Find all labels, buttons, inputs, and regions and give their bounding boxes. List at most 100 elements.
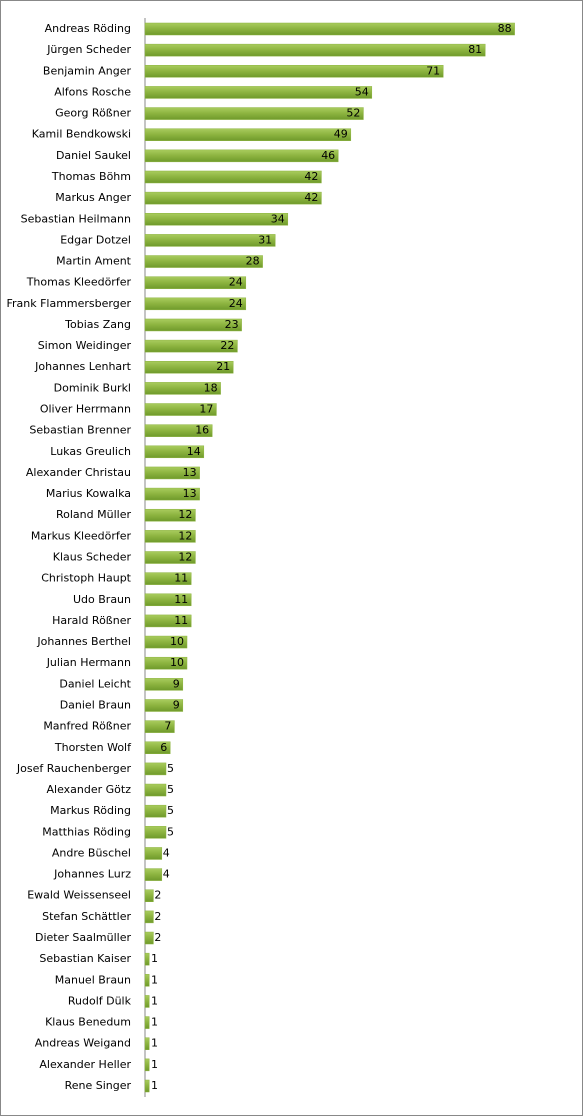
bar	[144, 847, 163, 860]
value-label: 22	[220, 339, 234, 352]
value-label: 1	[151, 1016, 158, 1029]
value-label: 42	[304, 170, 318, 183]
y-tick-label: Markus Anger	[55, 191, 131, 204]
bar	[144, 1037, 150, 1050]
bar	[144, 43, 486, 57]
value-label: 81	[468, 43, 482, 56]
y-tick-label: Thomas Böhm	[51, 170, 131, 183]
y-tick-label: Oliver Herrmann	[40, 403, 131, 416]
bar	[144, 635, 188, 649]
value-label: 46	[321, 149, 335, 162]
value-label: 9	[173, 698, 180, 711]
y-tick-label: Klaus Scheder	[53, 551, 132, 564]
y-tick-label: Benjamin Anger	[43, 64, 132, 77]
bar	[144, 424, 213, 437]
bar	[144, 360, 234, 374]
bar	[144, 487, 200, 501]
bar	[144, 551, 196, 564]
value-label: 23	[225, 318, 239, 331]
value-label: 10	[170, 635, 184, 648]
bar	[144, 699, 184, 712]
value-label: 49	[334, 128, 348, 141]
value-label: 4	[163, 868, 170, 881]
value-label: 52	[346, 107, 360, 120]
value-label: 2	[154, 889, 161, 902]
y-tick-label: Alfons Rosche	[54, 85, 131, 98]
y-tick-label: Simon Weidinger	[38, 339, 132, 352]
value-label: 11	[174, 614, 188, 627]
value-label: 24	[229, 297, 243, 310]
bar	[144, 678, 184, 691]
bar	[144, 508, 196, 522]
y-tick-label: Jürgen Scheder	[46, 43, 131, 56]
value-label: 5	[167, 804, 174, 817]
bar	[144, 720, 175, 733]
bar	[144, 656, 188, 670]
y-tick-label: Johannes Berthel	[36, 635, 131, 648]
y-tick-label: Roland Müller	[56, 508, 131, 521]
value-label: 13	[183, 466, 197, 479]
value-label: 2	[154, 910, 161, 923]
bar	[144, 149, 339, 163]
value-label: 11	[174, 593, 188, 606]
bar	[144, 572, 192, 585]
bar	[144, 191, 322, 205]
value-label: 17	[199, 403, 213, 416]
value-label: 1	[151, 1079, 158, 1092]
y-tick-label: Andre Büschel	[52, 846, 131, 859]
y-tick-label: Harald Rößner	[52, 614, 131, 627]
value-label: 16	[195, 424, 209, 437]
bar	[144, 339, 238, 353]
bar	[144, 107, 364, 120]
y-tick-label: Dieter Saalmüller	[35, 931, 131, 944]
bar	[144, 593, 192, 607]
y-tick-label: Thomas Kleedörfer	[26, 276, 132, 289]
y-tick-label: Daniel Braun	[60, 698, 131, 711]
bar	[144, 382, 221, 395]
bar	[144, 614, 192, 628]
value-label: 71	[426, 64, 440, 77]
bar	[144, 445, 205, 459]
y-tick-label: Manuel Braun	[55, 973, 131, 986]
y-tick-label: Manfred Rößner	[43, 720, 131, 733]
value-label: 18	[204, 381, 218, 394]
bar	[144, 65, 444, 78]
y-tick-label: Udo Braun	[73, 593, 131, 606]
value-label: 5	[167, 783, 174, 796]
value-label: 5	[167, 762, 174, 775]
y-tick-label: Andreas Röding	[45, 22, 131, 35]
value-label: 12	[178, 508, 192, 521]
bar	[144, 297, 247, 311]
y-tick-label: Sebastian Brenner	[29, 424, 131, 437]
value-label: 7	[164, 720, 171, 733]
bar	[144, 804, 167, 818]
value-label: 9	[173, 677, 180, 690]
y-tick-label: Rudolf Dülk	[68, 994, 132, 1007]
y-tick-label: Kamil Bendkowski	[32, 128, 131, 141]
y-tick-label: Josef Rauchenberger	[16, 762, 132, 775]
y-tick-label: Markus Kleedörfer	[31, 529, 132, 542]
value-label: 34	[271, 212, 285, 225]
value-label: 21	[216, 360, 230, 373]
value-label: 42	[304, 191, 318, 204]
bar	[144, 22, 515, 36]
y-tick-label: Lukas Greulich	[50, 445, 131, 458]
y-tick-label: Markus Röding	[50, 804, 131, 817]
y-tick-label: Alexander Christau	[26, 466, 131, 479]
value-label: 14	[187, 445, 201, 458]
y-tick-label: Johannes Lurz	[53, 868, 131, 881]
y-tick-label: Frank Flammersberger	[6, 297, 131, 310]
y-tick-label: Georg Rößner	[55, 107, 131, 120]
bar	[144, 1016, 150, 1029]
bar	[144, 255, 263, 268]
bar	[144, 276, 247, 289]
value-label: 6	[160, 741, 167, 754]
value-label: 12	[178, 529, 192, 542]
bar	[144, 403, 217, 416]
y-tick-label: Julian Hermann	[46, 656, 131, 669]
bar	[144, 783, 167, 797]
bar	[144, 170, 322, 184]
y-tick-label: Rene Singer	[65, 1079, 132, 1092]
bar	[144, 1058, 150, 1072]
